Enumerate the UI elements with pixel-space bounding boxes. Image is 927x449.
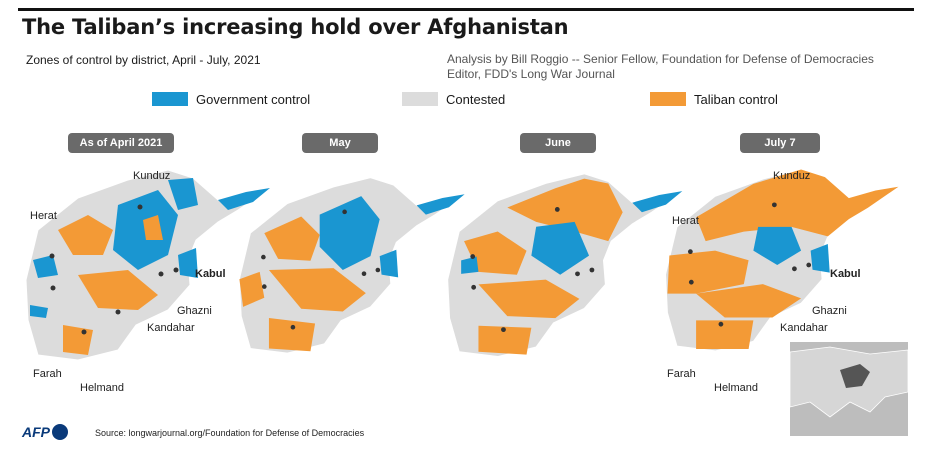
map-april <box>25 169 271 361</box>
afp-logo-dot-icon <box>52 424 68 440</box>
source-note: Source: longwarjournal.org/Foundation fo… <box>95 428 365 438</box>
panel-label-may: May <box>302 133 378 153</box>
map-may <box>238 177 465 354</box>
label-ghazni-4: Ghazni <box>812 305 847 317</box>
label-kunduz-4: Kunduz <box>773 170 811 182</box>
map-july <box>665 169 899 352</box>
infographic-subtitle: Zones of control by district, April - Ju… <box>26 53 261 67</box>
analysis-credit: Analysis by Bill Roggio -- Senior Fellow… <box>447 52 917 82</box>
credit-line-1: Analysis by Bill Roggio -- Senior Fellow… <box>447 52 874 66</box>
panel-label-june: June <box>520 133 596 153</box>
label-kandahar-1: Kandahar <box>147 322 195 334</box>
legend-contested: Contested <box>402 89 505 109</box>
label-herat-1: Herat <box>30 210 57 222</box>
label-kandahar-4: Kandahar <box>780 322 828 334</box>
top-rule <box>18 8 914 11</box>
label-kunduz-1: Kunduz <box>133 170 171 182</box>
locator-inset-map <box>790 342 908 436</box>
label-farah-4: Farah <box>667 368 696 380</box>
legend-taliban: Taliban control <box>650 89 778 109</box>
afp-logo: AFP <box>22 424 68 440</box>
credit-line-2: Editor, FDD's Long War Journal <box>447 67 615 81</box>
label-herat-4: Herat <box>672 215 699 227</box>
label-helmand-1: Helmand <box>80 382 125 394</box>
legend-label-taliban: Taliban control <box>694 91 778 107</box>
legend-government: Government control <box>152 89 310 109</box>
label-ghazni-1: Ghazni <box>177 305 212 317</box>
label-kabul-4: Kabul <box>830 268 861 280</box>
afp-logo-text: AFP <box>22 424 50 440</box>
panel-label-april: As of April 2021 <box>68 133 174 153</box>
map-june <box>447 173 683 358</box>
legend-label-government: Government control <box>196 91 311 107</box>
panel-label-july: July 7 <box>740 133 820 153</box>
legend-swatch-government <box>152 92 188 106</box>
label-kabul-1: Kabul <box>195 268 226 280</box>
legend-label-contested: Contested <box>446 91 506 107</box>
label-farah-1: Farah <box>33 368 62 380</box>
label-helmand-4: Helmand <box>714 382 759 394</box>
infographic-title: The Taliban’s increasing hold over Afgha… <box>22 15 569 39</box>
legend-swatch-taliban <box>650 92 686 106</box>
legend-swatch-contested <box>402 92 438 106</box>
